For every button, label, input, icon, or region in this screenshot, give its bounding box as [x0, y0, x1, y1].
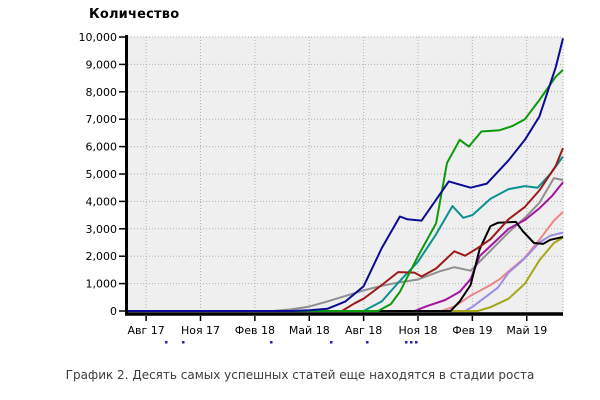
series-line-salmon — [128, 211, 564, 312]
series-line-navy — [128, 38, 564, 312]
x-tick-label: Фев 19 — [452, 324, 492, 337]
y-tick-label: 6,000 — [86, 141, 118, 154]
y-tick-label: 4,000 — [86, 195, 118, 208]
x-tick-label: Авг 18 — [345, 324, 382, 337]
series-line-dark-red — [128, 147, 564, 312]
truncated-legend-text-mark — [182, 341, 185, 344]
y-tick-label: 7,000 — [86, 113, 118, 126]
plot-background — [127, 36, 564, 313]
x-tick-label: Фев 18 — [235, 324, 275, 337]
truncated-legend-text-mark — [270, 341, 273, 344]
series-line-olive — [128, 236, 564, 312]
series-line-black — [128, 220, 564, 312]
truncated-legend-text-mark — [410, 341, 413, 344]
x-tick-label: Ноя 18 — [398, 324, 437, 337]
series-line-light-purple — [128, 231, 564, 312]
y-tick-label: 3,000 — [86, 223, 118, 236]
series-line-green — [128, 69, 564, 312]
y-tick-label: 5,000 — [86, 168, 118, 181]
truncated-legend-text-mark — [165, 341, 168, 344]
y-tick-label: 8,000 — [86, 86, 118, 99]
x-tick-label: Май 19 — [506, 324, 547, 337]
truncated-legend-text-mark — [330, 341, 333, 344]
truncated-legend-text-mark — [366, 341, 369, 344]
chart-svg: 0 1,000 2,000 3,000 4,000 5,000 6,000 7,000 8,00… — [79, 31, 564, 344]
truncated-legend-text-mark — [405, 341, 408, 344]
y-tick-label: 10,000 — [79, 31, 118, 44]
x-tick-label: Авг 17 — [127, 324, 164, 337]
series-line-teal — [128, 155, 564, 312]
chart-caption: График 2. Десять самых успешных статей е… — [65, 368, 535, 382]
y-tick-label: 0 — [110, 305, 117, 318]
y-tick-label: 9,000 — [86, 58, 118, 71]
x-tick-label: Май 18 — [289, 324, 330, 337]
y-tick-label: 2,000 — [86, 250, 118, 263]
series-line-gray — [128, 177, 564, 312]
chart-title: Количество — [89, 7, 180, 22]
y-tick-label: 1,000 — [86, 278, 118, 291]
series-line-magenta — [128, 181, 564, 312]
truncated-legend-text-mark — [415, 341, 418, 344]
chart-container: Количество 0 1,000 2,000 3,000 4,000 5,000 6,0… — [79, 7, 564, 344]
x-tick-label: Ноя 17 — [181, 324, 220, 337]
